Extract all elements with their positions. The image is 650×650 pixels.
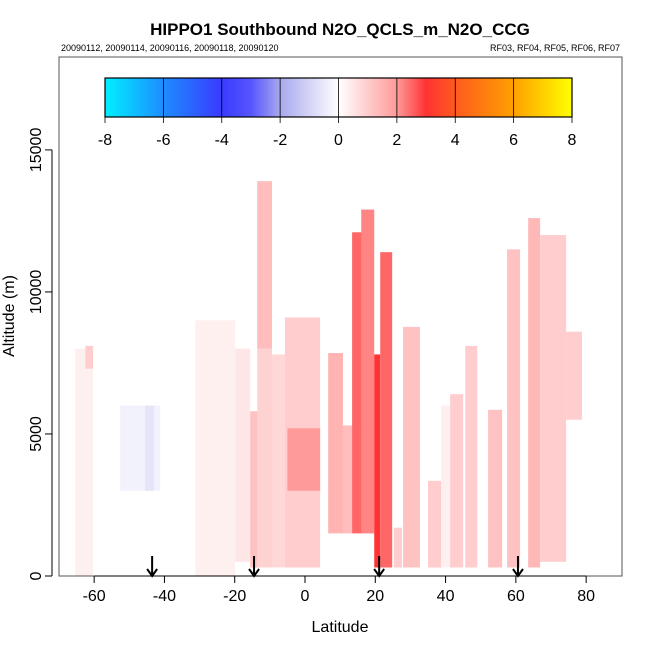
y-axis: 0 5000 10000 15000 <box>28 128 53 580</box>
heatmap-cell <box>393 527 403 568</box>
x-tick-label: 60 <box>507 588 525 605</box>
colorbar-tick-label: -2 <box>273 132 287 149</box>
subtitle-dates: 20090112, 20090114, 20090116, 20090118, … <box>61 43 279 53</box>
heatmap-cell <box>488 409 503 568</box>
heatmap-cell <box>85 345 94 369</box>
heatmap-cell <box>450 394 464 568</box>
heatmap-cell <box>465 345 478 568</box>
arrow-down-icon <box>146 556 158 578</box>
y-axis-label: Altitude (m) <box>1 275 18 357</box>
colorbar-tick-label: 0 <box>334 132 343 149</box>
x-axis-label: Latitude <box>312 619 369 636</box>
colorbar-tick-label: 6 <box>509 132 518 149</box>
heatmap-cell <box>120 405 161 491</box>
colorbar: -8 -6 -4 -2 0 2 4 6 8 <box>98 77 577 149</box>
heatmap-cell <box>342 425 353 534</box>
x-tick-label: -20 <box>223 588 246 605</box>
colorbar-tick-label: -8 <box>98 132 112 149</box>
heatmap-cell <box>361 209 375 534</box>
heatmap-cell <box>235 348 251 562</box>
heatmap-cell <box>75 348 94 576</box>
x-tick-label: 0 <box>301 588 310 605</box>
y-tick-label: 0 <box>28 571 45 580</box>
heatmap-cell <box>257 181 272 349</box>
heatmap-cell <box>528 218 541 568</box>
chart-title: HIPPO1 Southbound N2O_QCLS_m_N2O_CCG <box>150 20 530 39</box>
heatmap-cell <box>328 353 343 534</box>
colorbar-tick-label: -6 <box>156 132 170 149</box>
heatmap-cell <box>352 232 363 534</box>
heatmap-cell <box>195 320 236 576</box>
heatmap-cell <box>441 405 451 568</box>
x-tick-label: 40 <box>437 588 455 605</box>
heatmap-cell <box>250 411 259 568</box>
heatmap-cell <box>287 428 321 491</box>
x-tick-label: -40 <box>153 588 176 605</box>
heatmap-cell <box>145 405 154 491</box>
y-tick-label: 5000 <box>28 416 45 452</box>
x-tick-label: 20 <box>366 588 384 605</box>
subtitle-flights: RF03, RF04, RF05, RF06, RF07 <box>490 43 620 53</box>
colorbar-tick-label: 4 <box>451 132 460 149</box>
heatmap-cell <box>374 354 381 568</box>
heatmap-cell <box>566 331 582 420</box>
heatmap-cell <box>271 354 285 568</box>
heatmap-cell <box>540 235 567 562</box>
x-tick-label: 80 <box>577 588 595 605</box>
heatmap-cells <box>75 181 582 576</box>
heatmap-cell <box>380 252 393 568</box>
colorbar-tick-label: 8 <box>568 132 577 149</box>
x-axis: -60 -40 -20 0 20 40 60 80 <box>83 575 595 605</box>
heatmap-cell <box>257 348 272 568</box>
y-tick-label: 15000 <box>28 128 45 173</box>
colorbar-tick-label: -4 <box>215 132 229 149</box>
heatmap-cell <box>428 480 442 568</box>
heatmap-cell <box>507 249 521 568</box>
arrows <box>146 556 524 578</box>
x-tick-label: -60 <box>83 588 106 605</box>
colorbar-tick-label: 2 <box>392 132 401 149</box>
heatmap-cell <box>403 326 420 568</box>
y-tick-label: 10000 <box>28 270 45 315</box>
